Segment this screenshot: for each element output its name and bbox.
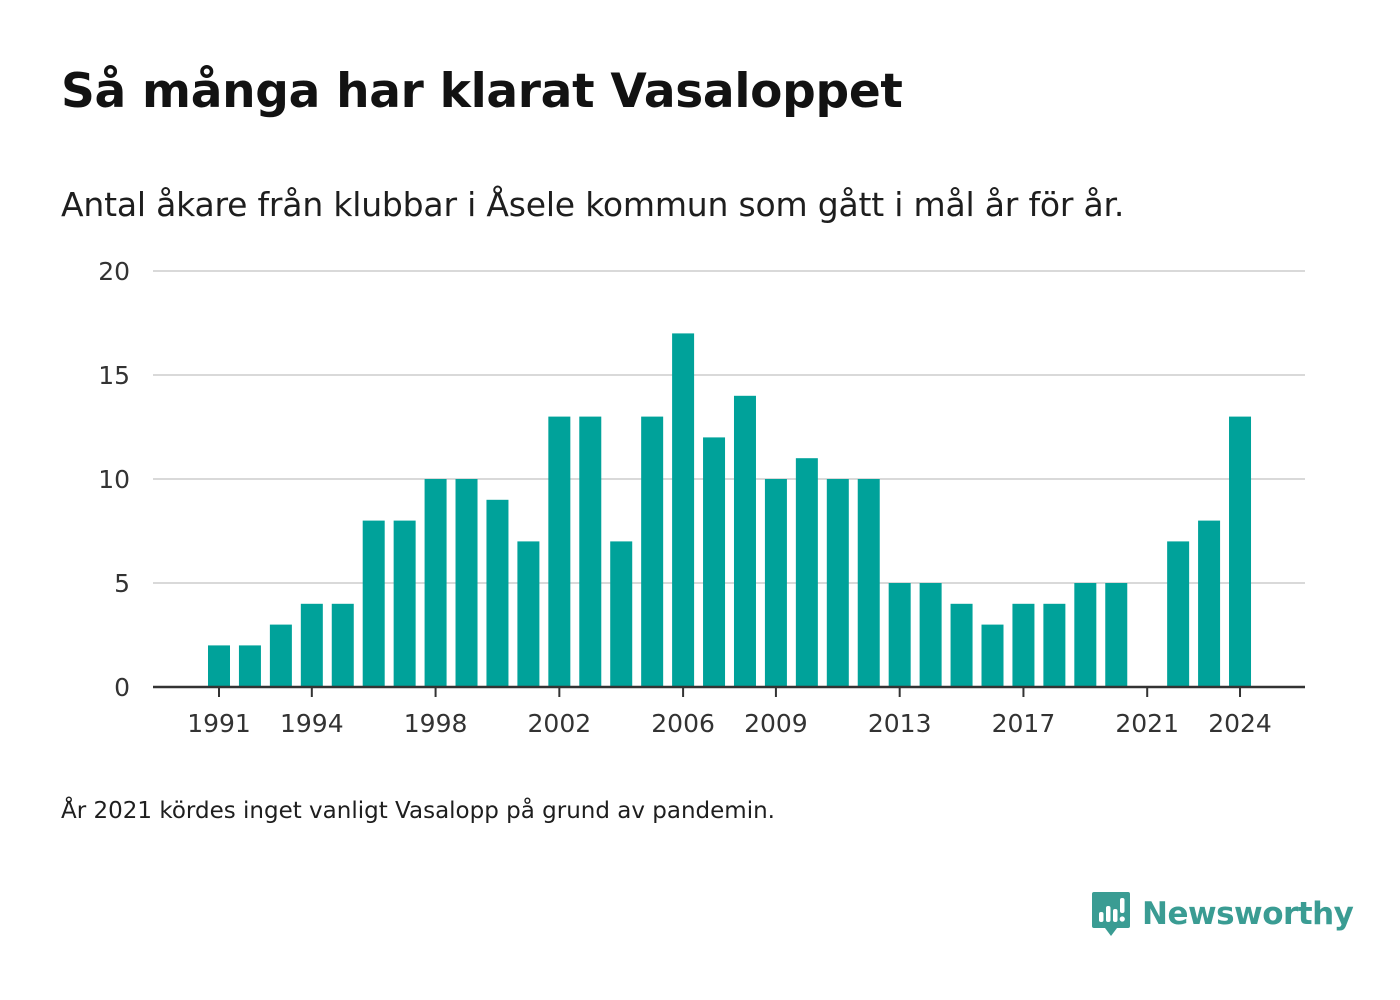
- bar-2001: [517, 541, 540, 687]
- bar-2014: [919, 583, 942, 687]
- bar-1997: [393, 520, 416, 687]
- y-tick-label: 10: [98, 465, 130, 494]
- bar-2000: [486, 499, 509, 687]
- bar-2003: [579, 416, 602, 687]
- bar-1996: [362, 520, 385, 687]
- x-tick-label: 1994: [280, 709, 344, 738]
- bar-1993: [269, 624, 292, 687]
- y-tick-label: 5: [114, 569, 130, 598]
- x-tick-label: 2017: [992, 709, 1056, 738]
- bar-2011: [826, 479, 849, 687]
- bar-2022: [1167, 541, 1190, 687]
- bar-2004: [610, 541, 633, 687]
- bar-2008: [733, 395, 756, 687]
- bar-2020: [1105, 583, 1128, 687]
- y-tick-label: 0: [114, 673, 130, 702]
- bar-1992: [238, 645, 261, 687]
- bar-2015: [950, 603, 973, 687]
- bar-1999: [455, 479, 478, 687]
- bar-2017: [1012, 603, 1035, 687]
- bar-2002: [548, 416, 571, 687]
- bar-2023: [1198, 520, 1221, 687]
- bar-1994: [300, 603, 323, 687]
- footnote: År 2021 kördes inget vanligt Vasalopp på…: [61, 798, 775, 824]
- chart-subtitle: Antal åkare från klubbar i Åsele kommun …: [61, 185, 1125, 224]
- bar-2006: [672, 333, 695, 687]
- bar-2009: [764, 479, 787, 687]
- y-tick-label: 20: [98, 257, 130, 286]
- bar-1998: [424, 479, 447, 687]
- x-tick-label: 2024: [1208, 709, 1272, 738]
- bar-2007: [703, 437, 726, 687]
- bar-2024: [1229, 416, 1252, 687]
- bar-2005: [641, 416, 664, 687]
- bar-2013: [888, 583, 911, 687]
- x-tick-label: 2006: [651, 709, 715, 738]
- bar-1991: [208, 645, 230, 687]
- bar-2012: [857, 479, 880, 687]
- brand[interactable]: Newsworthy: [1090, 890, 1354, 938]
- bar-2019: [1074, 583, 1097, 687]
- x-tick-label: 1998: [404, 709, 468, 738]
- brand-name: Newsworthy: [1142, 896, 1354, 932]
- bar-2018: [1043, 603, 1066, 687]
- x-tick-label: 2002: [528, 709, 592, 738]
- bar-chart: 0 5 10 15 20 1991 1994 1998 2002 2006 2009 2013 2017…: [98, 257, 1305, 738]
- bar-2010: [795, 458, 818, 687]
- x-tick-label: 1991: [187, 709, 251, 738]
- x-tick-label: 2021: [1115, 709, 1179, 738]
- bar-2016: [981, 624, 1004, 687]
- x-tick-label: 2013: [868, 709, 932, 738]
- newsworthy-logo-icon: [1092, 892, 1130, 936]
- y-tick-label: 15: [98, 361, 130, 390]
- x-tick-label: 2009: [744, 709, 808, 738]
- bar-1995: [331, 603, 354, 687]
- chart-title: Så många har klarat Vasaloppet: [61, 64, 903, 119]
